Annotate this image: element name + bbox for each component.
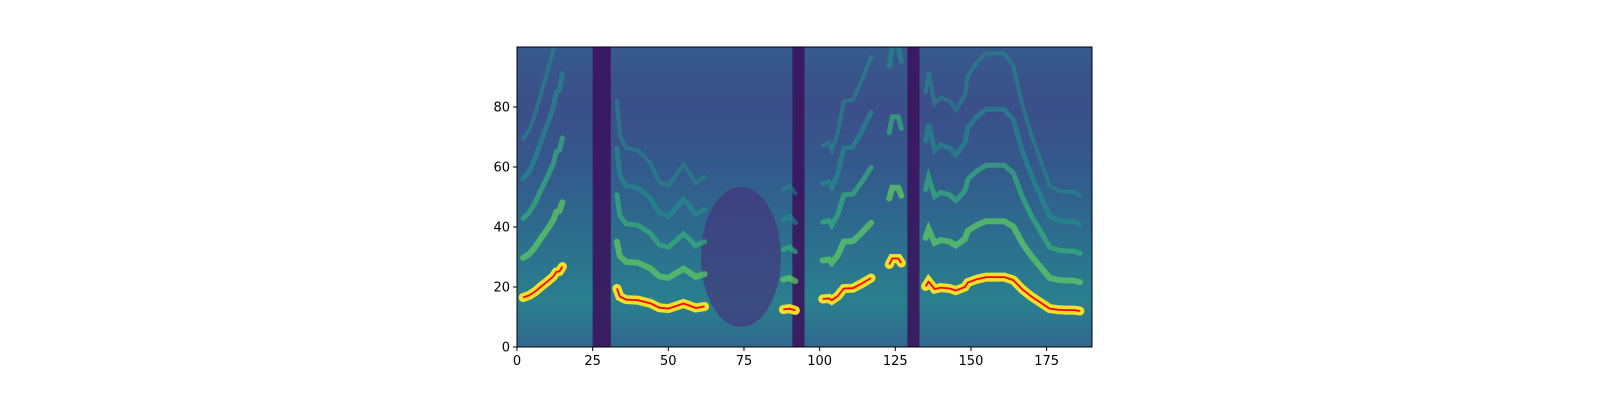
heatmap-harmonic-band xyxy=(614,192,708,250)
heatmap-harmonic-band xyxy=(886,47,904,69)
x-tick-label: 75 xyxy=(736,354,753,369)
heatmap-harmonic-band xyxy=(886,114,904,135)
heatmap-harmonic-band xyxy=(521,47,556,142)
y-tick-label: 80 xyxy=(493,101,510,116)
heatmap-harmonic-band xyxy=(820,165,874,231)
heatmap-dark-region xyxy=(700,187,781,327)
heatmap-dark-band xyxy=(907,47,920,347)
heatmap-harmonic-band xyxy=(923,51,1082,198)
x-tick-label: 175 xyxy=(1034,354,1059,369)
heatmap-harmonic-band xyxy=(889,0,901,1)
heatmap-harmonic-band xyxy=(923,162,1083,256)
pitch-contour-line xyxy=(822,277,872,302)
x-tick-label: 150 xyxy=(959,354,984,369)
heatmap-harmonic-band xyxy=(613,238,708,282)
pitch-contour-line xyxy=(924,276,1081,312)
pitch-contour-line xyxy=(522,266,564,299)
heatmap-dark-band xyxy=(792,47,805,347)
heatmap-harmonic-band xyxy=(520,135,565,221)
x-axis: 0 25 50 75 100 125 150 175 xyxy=(513,347,1059,369)
pitch-contour-line xyxy=(783,307,796,312)
heatmap-harmonic-band xyxy=(520,199,566,261)
heatmap-harmonic-band xyxy=(923,106,1083,228)
spectrogram-heatmap xyxy=(517,0,1092,347)
heatmap-harmonic-band xyxy=(780,274,799,285)
heatmap-harmonic-band xyxy=(520,71,565,182)
heatmap-harmonic-band xyxy=(886,184,905,202)
heatmap-harmonic-band xyxy=(819,219,875,268)
pitch-contour-line xyxy=(616,288,705,310)
heatmap-harmonic-band xyxy=(780,213,798,226)
pitch-contour-series xyxy=(522,257,1081,312)
pitch-contour-line xyxy=(888,257,903,265)
heatmap-harmonic-band xyxy=(820,55,874,157)
heatmap-harmonic-band xyxy=(922,218,1083,286)
y-tick-label: 60 xyxy=(493,161,510,176)
heatmap-harmonic-band xyxy=(780,244,798,255)
axes-frame xyxy=(516,46,1093,348)
y-tick-label: 40 xyxy=(493,221,510,236)
x-tick-label: 50 xyxy=(660,354,677,369)
heatmap-harmonic-band xyxy=(614,145,708,220)
heatmap-harmonic-band xyxy=(820,109,874,194)
y-tick-label: 0 xyxy=(502,341,510,356)
x-tick-label: 100 xyxy=(807,354,832,369)
x-tick-label: 125 xyxy=(883,354,908,369)
y-tick-label: 20 xyxy=(493,281,510,296)
y-axis: 0 20 40 60 80 xyxy=(493,101,517,356)
heatmap-dark-band xyxy=(592,47,611,347)
x-tick-label: 25 xyxy=(584,354,601,369)
heatmap-harmonic-band xyxy=(781,183,798,196)
x-tick-label: 0 xyxy=(513,354,521,369)
heatmap-harmonic-band xyxy=(614,99,707,189)
